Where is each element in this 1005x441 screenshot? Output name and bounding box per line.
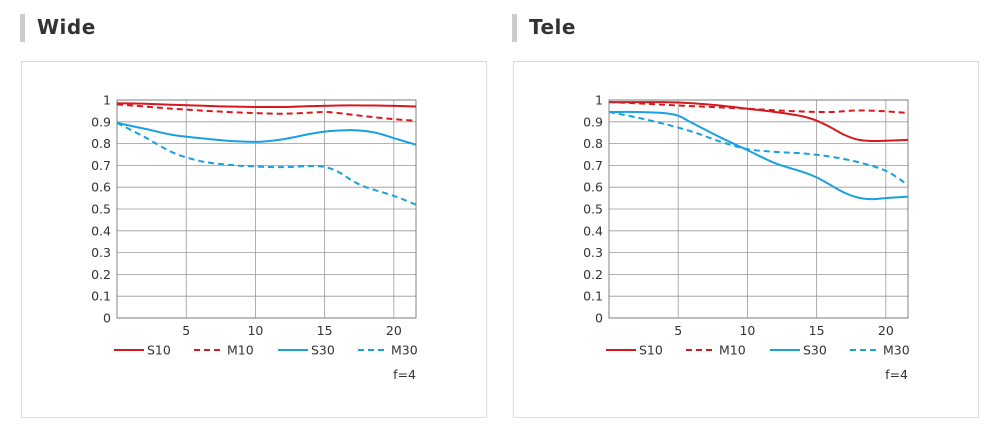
y-tick-label: 0.2 — [583, 267, 603, 282]
y-tick-label: 0.6 — [91, 180, 111, 195]
series-line-s30 — [608, 110, 909, 201]
y-tick-label: 0.9 — [91, 114, 111, 129]
plot-frame — [608, 99, 909, 319]
panel-title: Wide — [37, 15, 96, 39]
legend-label-s30: S30 — [311, 343, 335, 358]
y-tick-label: 0.7 — [91, 158, 111, 173]
x-tick-label: 10 — [247, 323, 263, 338]
x-tick-label: 5 — [674, 323, 682, 338]
x-tick-label: 20 — [386, 323, 402, 338]
x-tick-label: 20 — [878, 323, 894, 338]
series-line-s30 — [116, 121, 417, 146]
y-tick-label: 0.5 — [91, 202, 111, 217]
y-tick-label: 0.1 — [583, 289, 603, 304]
heading-accent-bar — [20, 14, 25, 42]
legend-label-m30: M30 — [391, 343, 418, 358]
y-tick-label: 0.2 — [91, 267, 111, 282]
y-tick-label: 1 — [595, 93, 603, 108]
heading-accent-bar — [512, 14, 517, 42]
plot-frame — [116, 99, 417, 319]
legend-label-s10: S10 — [639, 343, 663, 358]
series-line-m30 — [116, 121, 417, 206]
x-tick-label: 5 — [182, 323, 190, 338]
y-tick-label: 0.8 — [91, 136, 111, 151]
aperture-annotation: f=4 — [885, 367, 908, 382]
panel-title: Tele — [529, 15, 576, 39]
series-line-m30 — [608, 111, 909, 186]
chart-box-tele: 0 0.1 0.2 0.3 0.4 0.5 0.6 0.7 0.8 0.9 1 5 10 15 20 S10 M… — [513, 61, 979, 418]
series-line-s10 — [609, 101, 909, 143]
x-tick-label: 10 — [739, 323, 755, 338]
y-tick-label: 0.4 — [91, 223, 111, 238]
y-tick-label: 0.6 — [583, 180, 603, 195]
legend-label-s10: S10 — [147, 343, 171, 358]
y-tick-label: 0.4 — [583, 223, 603, 238]
y-tick-label: 0.3 — [91, 245, 111, 260]
y-tick-label: 0 — [103, 311, 111, 326]
legend-label-s30: S30 — [803, 343, 827, 358]
y-tick-label: 0.8 — [583, 136, 603, 151]
x-tick-label: 15 — [809, 323, 825, 338]
series-line-m10 — [116, 103, 417, 122]
legend-label-m10: M10 — [719, 343, 746, 358]
legend-label-m10: M10 — [227, 343, 254, 358]
y-tick-label: 0.9 — [583, 114, 603, 129]
y-tick-label: 0.3 — [583, 245, 603, 260]
y-tick-label: 0.5 — [583, 202, 603, 217]
x-tick-label: 15 — [317, 323, 333, 338]
y-tick-label: 0 — [595, 311, 603, 326]
y-tick-label: 1 — [103, 93, 111, 108]
aperture-annotation: f=4 — [393, 367, 416, 382]
y-tick-label: 0.1 — [91, 289, 111, 304]
chart-box-wide: 0 0.1 0.2 0.3 0.4 0.5 0.6 0.7 0.8 0.9 1 5 10 15 20 S10 M… — [21, 61, 487, 418]
legend-label-m30: M30 — [883, 343, 910, 358]
y-tick-label: 0.7 — [583, 158, 603, 173]
series-line-s10 — [116, 102, 417, 109]
series-line-m10 — [608, 101, 909, 115]
